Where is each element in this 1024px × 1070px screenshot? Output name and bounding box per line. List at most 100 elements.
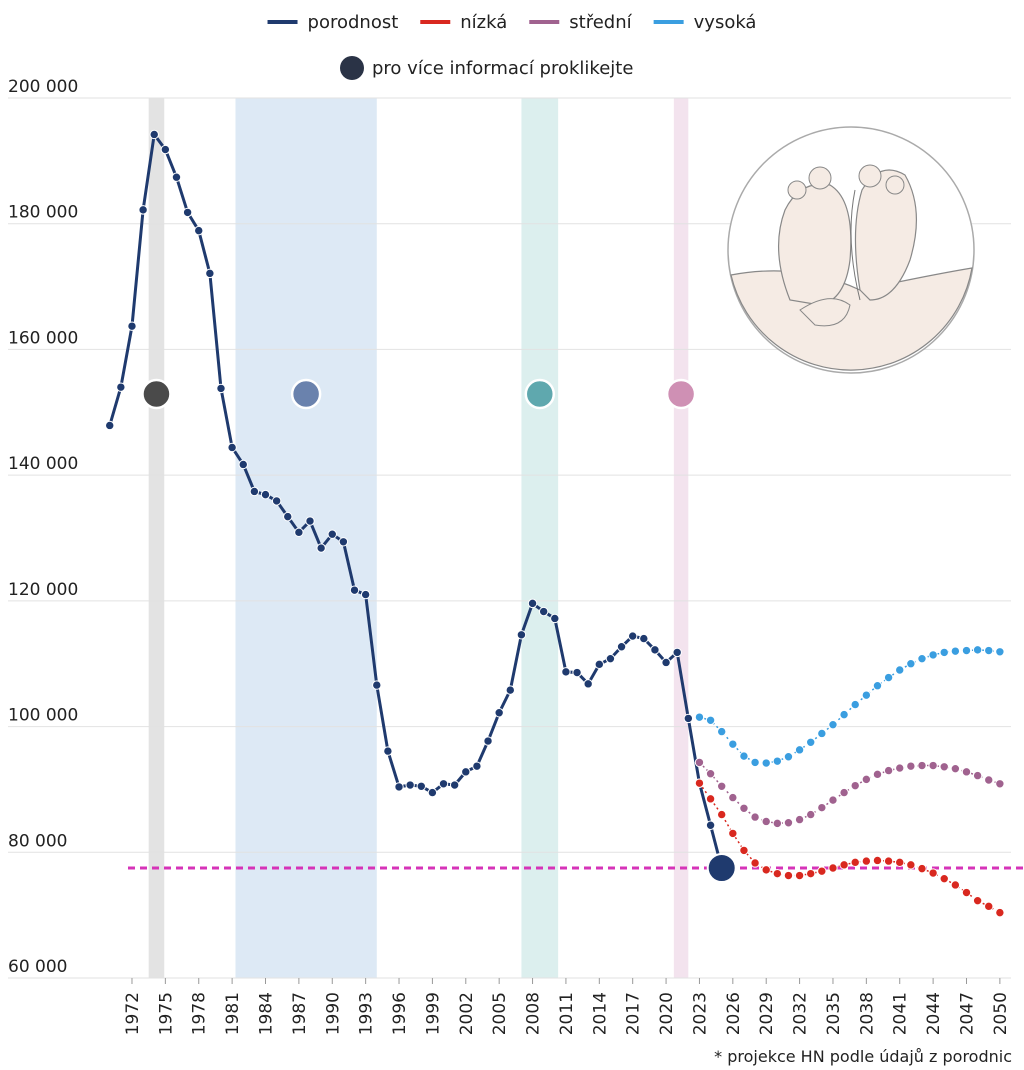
series-line bbox=[110, 134, 722, 868]
data-point bbox=[896, 666, 904, 674]
x-tick-label: 2038 bbox=[857, 992, 877, 1035]
data-point bbox=[617, 643, 625, 651]
highlight-band bbox=[521, 98, 558, 978]
legend-label: nízká bbox=[460, 12, 507, 33]
data-point bbox=[773, 819, 781, 827]
data-point bbox=[640, 634, 648, 642]
legend-label: vysoká bbox=[694, 12, 757, 33]
data-point bbox=[896, 858, 904, 866]
info-marker[interactable] bbox=[667, 380, 695, 408]
data-point bbox=[573, 668, 581, 676]
x-tick-label: 2023 bbox=[690, 992, 710, 1035]
data-point bbox=[795, 871, 803, 879]
data-point bbox=[373, 681, 381, 689]
y-tick-label: 80 000 bbox=[8, 831, 67, 851]
data-point bbox=[807, 869, 815, 877]
x-tick-label: 1984 bbox=[257, 992, 277, 1035]
data-point bbox=[117, 383, 125, 391]
data-point bbox=[328, 530, 336, 538]
data-point bbox=[284, 512, 292, 520]
data-point bbox=[606, 654, 614, 662]
legend-label: střední bbox=[569, 12, 632, 33]
y-tick-label: 120 000 bbox=[8, 580, 78, 600]
data-point bbox=[996, 908, 1004, 916]
data-point bbox=[862, 857, 870, 865]
data-point bbox=[673, 648, 681, 656]
data-point bbox=[929, 869, 937, 877]
data-point bbox=[873, 682, 881, 690]
data-point bbox=[172, 173, 180, 181]
info-marker[interactable] bbox=[142, 380, 170, 408]
y-tick-label: 200 000 bbox=[8, 77, 78, 97]
x-tick-label: 1990 bbox=[323, 992, 343, 1035]
data-point bbox=[840, 788, 848, 796]
data-point bbox=[695, 779, 703, 787]
data-point bbox=[985, 646, 993, 654]
series-line bbox=[699, 650, 999, 763]
data-point bbox=[206, 269, 214, 277]
data-point bbox=[417, 782, 425, 790]
data-point bbox=[740, 804, 748, 812]
chart: 60 00080 000100 000120 000140 000160 000… bbox=[0, 0, 1024, 1070]
data-point bbox=[951, 647, 959, 655]
data-point bbox=[762, 866, 770, 874]
data-point bbox=[272, 497, 280, 505]
x-tick-label: 1981 bbox=[223, 992, 243, 1035]
data-point bbox=[818, 803, 826, 811]
data-point bbox=[751, 758, 759, 766]
data-point bbox=[829, 796, 837, 804]
data-point bbox=[918, 864, 926, 872]
data-point bbox=[751, 859, 759, 867]
data-point bbox=[862, 691, 870, 699]
legend-item: střední bbox=[529, 12, 632, 33]
info-marker[interactable] bbox=[526, 380, 554, 408]
data-point bbox=[996, 780, 1004, 788]
data-point bbox=[139, 206, 147, 214]
data-point bbox=[317, 544, 325, 552]
data-point bbox=[740, 752, 748, 760]
data-point bbox=[295, 528, 303, 536]
data-point bbox=[106, 421, 114, 429]
x-tick-label: 2002 bbox=[457, 992, 477, 1035]
data-point bbox=[985, 776, 993, 784]
data-point bbox=[517, 631, 525, 639]
x-tick-label: 2014 bbox=[590, 992, 610, 1035]
highlight-band bbox=[235, 98, 376, 978]
y-tick-label: 100 000 bbox=[8, 706, 78, 726]
data-point bbox=[773, 757, 781, 765]
data-point bbox=[729, 740, 737, 748]
data-point bbox=[729, 793, 737, 801]
data-point bbox=[539, 607, 547, 615]
data-point bbox=[929, 651, 937, 659]
data-point bbox=[784, 753, 792, 761]
data-point bbox=[829, 720, 837, 728]
data-point bbox=[628, 632, 636, 640]
data-point bbox=[884, 673, 892, 681]
data-point bbox=[818, 729, 826, 737]
data-point bbox=[239, 460, 247, 468]
x-tick-label: 2020 bbox=[657, 992, 677, 1035]
data-point bbox=[150, 130, 158, 138]
info-marker[interactable] bbox=[292, 380, 320, 408]
y-tick-label: 180 000 bbox=[8, 203, 78, 223]
x-tick-label: 2005 bbox=[490, 992, 510, 1035]
data-point bbox=[973, 771, 981, 779]
data-point bbox=[651, 646, 659, 654]
highlight-band bbox=[674, 98, 688, 978]
x-tick-label: 2011 bbox=[557, 992, 577, 1035]
data-point bbox=[751, 813, 759, 821]
data-point bbox=[462, 768, 470, 776]
data-point bbox=[361, 590, 369, 598]
data-point bbox=[406, 781, 414, 789]
data-point bbox=[851, 781, 859, 789]
data-point bbox=[551, 614, 559, 622]
data-point bbox=[818, 867, 826, 875]
x-tick-label: 2026 bbox=[724, 992, 744, 1035]
data-point bbox=[973, 646, 981, 654]
data-point bbox=[161, 145, 169, 153]
data-point bbox=[807, 810, 815, 818]
data-point bbox=[506, 686, 514, 694]
data-point bbox=[973, 896, 981, 904]
data-point bbox=[940, 648, 948, 656]
footnote: * projekce HN podle údajů z porodnic bbox=[714, 1047, 1012, 1066]
